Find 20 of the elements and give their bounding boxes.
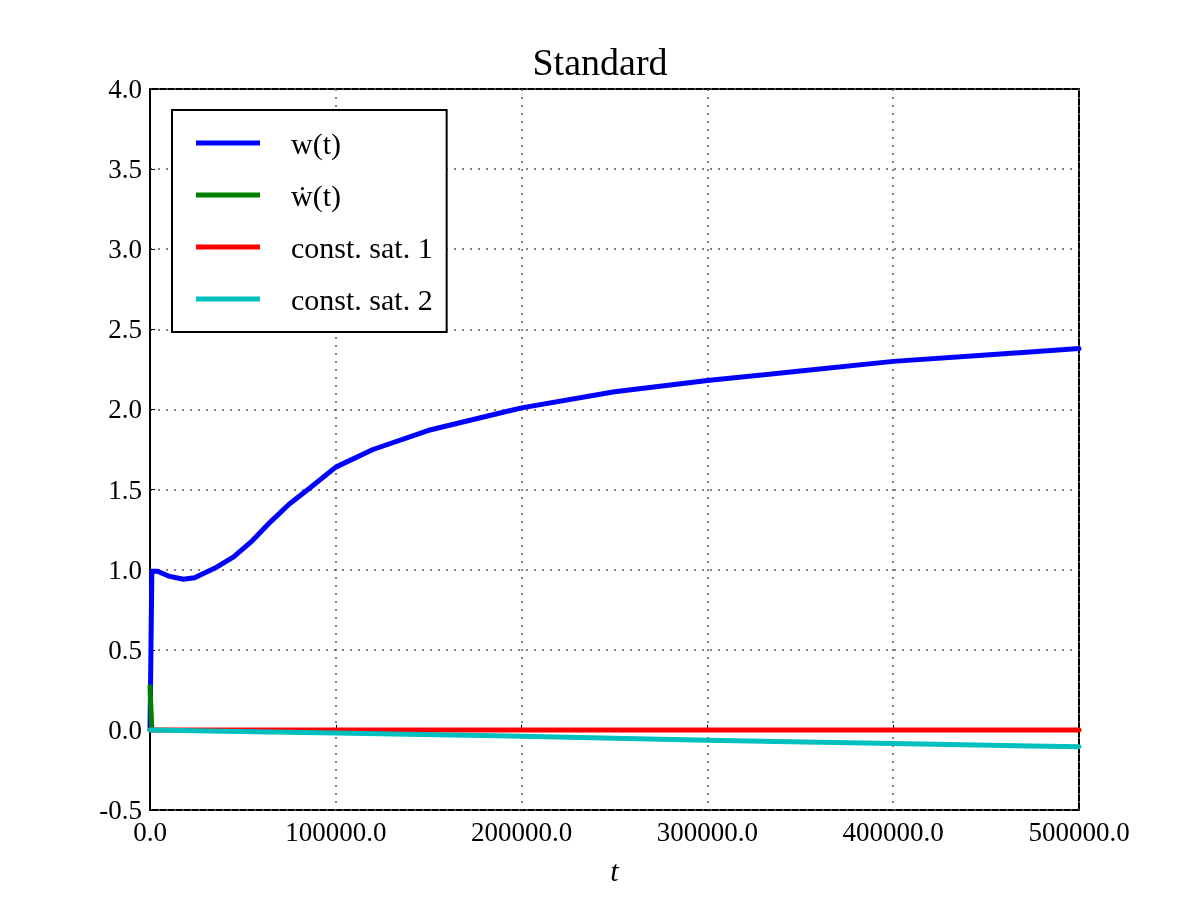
legend-label: const. sat. 2 <box>291 282 433 316</box>
x-tick-label: 500000.0 <box>1028 816 1130 847</box>
y-tick-label: 2.5 <box>108 314 142 345</box>
x-axis-title: t <box>610 853 620 887</box>
x-tick-label: 100000.0 <box>285 816 387 847</box>
x-tick-label: 200000.0 <box>470 816 573 847</box>
legend-label: ẇ(t) <box>291 178 341 213</box>
y-tick-label: 0.5 <box>108 634 142 665</box>
chart-title: Standard <box>532 41 668 83</box>
y-tick-label: 0.0 <box>108 714 142 745</box>
y-tick-label: 3.0 <box>108 234 142 265</box>
y-tick-label: 1.0 <box>108 554 142 585</box>
y-tick-label: 1.5 <box>108 474 142 505</box>
legend-label: const. sat. 1 <box>291 230 433 264</box>
x-tick-label: 300000.0 <box>656 816 759 847</box>
y-tick-label: 3.5 <box>108 154 142 185</box>
y-tick-label: 2.0 <box>108 394 142 425</box>
x-tick-label: 400000.0 <box>842 816 944 847</box>
y-tick-label: 4.0 <box>108 74 142 104</box>
legend-label: w(t) <box>291 126 341 161</box>
